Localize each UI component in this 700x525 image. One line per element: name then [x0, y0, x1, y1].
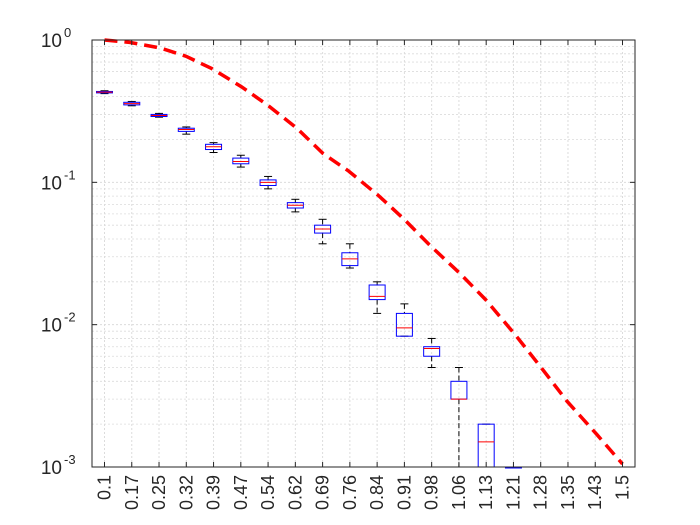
y-tick-base: 10 [41, 316, 62, 337]
x-axis: 0.1 0.17 0.25 0.32 0.39 0.47 0.54 0.62 0.69 0.76 0… [95, 40, 633, 510]
y-tick-exponent: -3 [64, 452, 76, 467]
x-tick-label: 0.84 [367, 475, 387, 510]
x-tick-label: 0.62 [285, 475, 305, 510]
x-tick-label: 0.17 [122, 475, 142, 510]
x-tick-label: 0.54 [258, 475, 278, 510]
plot-frame [91, 39, 636, 468]
box-iqr [368, 284, 386, 301]
x-tick-label: 0.39 [204, 475, 224, 510]
box-0.47 [232, 154, 250, 168]
x-tick-label: 1.35 [558, 475, 578, 510]
x-tick-label: 0.69 [313, 475, 333, 510]
x-tick-label: 1.43 [585, 475, 605, 510]
box-iqr [395, 312, 413, 337]
x-tick-label: 1.13 [476, 475, 496, 510]
y-tick-label: 10 [41, 458, 62, 479]
y-tick-label: 10 [41, 31, 62, 52]
box-0.25 [150, 112, 168, 118]
y-tick-base: 10 [41, 173, 62, 194]
y-tick-label: 10 [41, 316, 62, 337]
box-0.17 [123, 100, 141, 107]
dashed-curve-series [104, 38, 624, 466]
y-tick-label: 10 [41, 173, 62, 194]
x-tick-label: 0.76 [340, 475, 360, 510]
box-0.69 [314, 218, 332, 245]
y-tick-exponent: 0 [64, 25, 71, 40]
box-0.39 [205, 142, 223, 154]
box-0.84 [368, 281, 386, 314]
box-0.32 [177, 126, 195, 135]
x-tick-label: 0.98 [422, 475, 442, 510]
y-tick-exponent: -1 [64, 167, 76, 182]
x-tick-label: 0.1 [95, 475, 115, 500]
x-tick-label: 1.28 [531, 475, 551, 510]
y-tick-base: 10 [41, 31, 62, 52]
box-0.62 [286, 198, 304, 213]
plot-background [92, 40, 635, 467]
box-0.1 [96, 90, 113, 95]
x-tick-label: 0.91 [394, 475, 414, 510]
box-0.76 [341, 243, 359, 269]
x-tick-label: 0.25 [149, 475, 169, 510]
curve-layer [104, 38, 624, 466]
grid [92, 40, 635, 468]
box-iqr [232, 157, 250, 165]
x-tick-label: 0.32 [176, 475, 196, 510]
x-tick-label: 0.47 [231, 475, 251, 510]
box-iqr [423, 346, 441, 357]
box-0.54 [259, 175, 277, 190]
box-0.98 [423, 337, 441, 369]
y-tick-base: 10 [41, 458, 62, 479]
x-tick-label: 1.5 [613, 475, 633, 500]
x-tick-label: 1.06 [449, 475, 469, 510]
box-0.91 [395, 303, 413, 337]
x-tick-label: 1.21 [503, 475, 523, 510]
box-1.06 [450, 367, 468, 468]
y-tick-exponent: -2 [64, 310, 76, 325]
